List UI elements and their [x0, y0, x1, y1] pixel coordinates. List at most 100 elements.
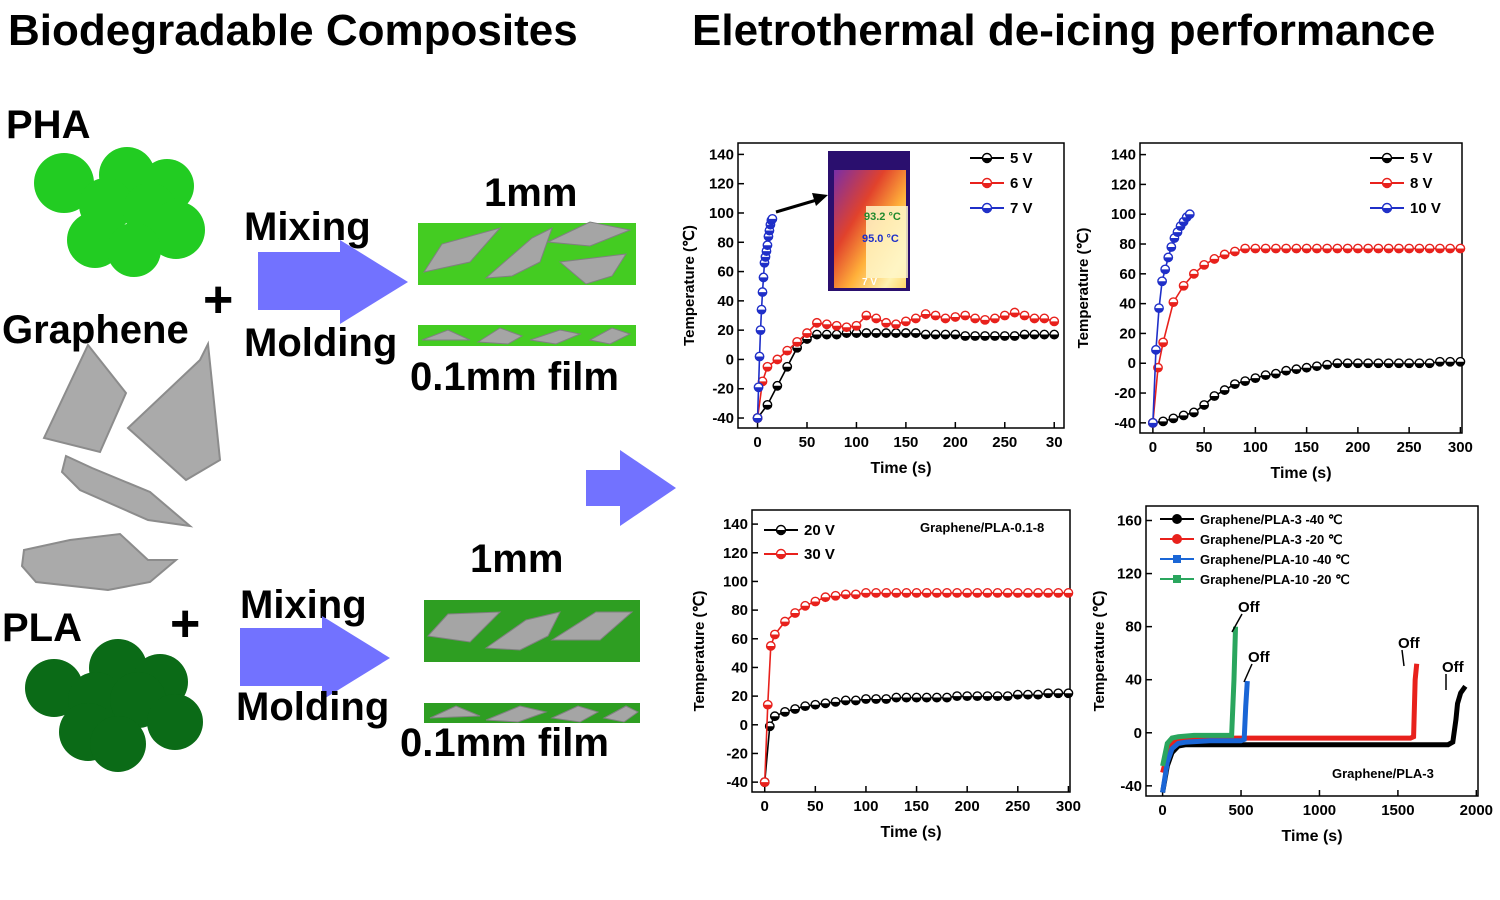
right-heading: Eletrothermal de-icing performance: [692, 6, 1435, 55]
legend-marker-fill: [777, 554, 785, 558]
y-tick-label: 140: [1111, 147, 1136, 164]
data-point-fill: [912, 592, 921, 597]
y-tick-label: 0: [1134, 725, 1142, 742]
data-point-fill: [931, 315, 940, 320]
data-point-fill: [1333, 248, 1342, 253]
y-tick-label: -40: [726, 774, 748, 791]
data-point-fill: [901, 333, 910, 338]
legend-marker: [1173, 555, 1181, 563]
left-heading: Biodegradable Composites: [8, 6, 578, 55]
data-point-fill: [892, 697, 901, 702]
y-tick-label: 120: [1117, 566, 1142, 583]
data-point-fill: [1271, 373, 1280, 378]
data-point-fill: [793, 347, 802, 352]
x-tick-label: 0: [753, 434, 761, 451]
data-point-fill: [1003, 592, 1012, 597]
off-arrow: [1401, 649, 1405, 667]
data-point-fill: [1251, 248, 1260, 253]
data-point-fill: [1050, 334, 1059, 339]
data-point-fill: [1189, 412, 1198, 417]
data-point-fill: [1333, 363, 1342, 368]
data-point-fill: [1179, 415, 1188, 420]
data-point-fill: [1030, 318, 1039, 323]
y-tick-label: 80: [731, 602, 748, 619]
data-point-fill: [882, 592, 891, 597]
data-point-fill: [892, 592, 901, 597]
data-point-fill: [1241, 248, 1250, 253]
y-tick-label: 20: [1119, 325, 1136, 342]
data-point-fill: [980, 319, 989, 324]
data-point-fill: [1230, 251, 1239, 256]
off-arrow: [1231, 613, 1243, 633]
data-point-fill: [803, 333, 812, 338]
data-point-fill: [941, 334, 950, 339]
data-point-fill: [822, 324, 831, 329]
data-point-fill: [832, 334, 841, 339]
data-point-fill: [872, 333, 881, 338]
data-point-fill: [953, 592, 962, 597]
data-point-fill: [1000, 315, 1009, 320]
y-tick-label: 140: [723, 516, 748, 533]
data-point-fill: [831, 595, 840, 600]
data-point-fill: [1435, 361, 1444, 366]
data-point-fill: [932, 697, 941, 702]
data-point-fill: [841, 700, 850, 705]
data-point-fill: [1261, 248, 1270, 253]
data-point-fill: [882, 322, 891, 327]
data-point-fill: [851, 594, 860, 599]
data-point-fill: [1425, 248, 1434, 253]
data-point-fill: [911, 318, 920, 323]
off-annotation: Off: [1442, 659, 1465, 676]
data-point-fill: [1405, 248, 1414, 253]
data-point-fill: [921, 334, 930, 339]
data-point-fill: [983, 696, 992, 701]
data-point-fill: [1200, 264, 1209, 269]
x-tick-label: 250: [992, 434, 1017, 451]
data-point-fill: [811, 601, 820, 606]
data-point-fill: [761, 256, 770, 261]
data-point-fill: [912, 697, 921, 702]
x-tick-label: 50: [807, 798, 824, 815]
legend-label: 5 V: [1410, 150, 1433, 167]
x-tick-label: 300: [1448, 439, 1473, 456]
data-point-fill: [1000, 336, 1009, 341]
legend-label: 6 V: [1010, 175, 1033, 192]
x-tick-label: 0: [1149, 439, 1157, 456]
data-point-fill: [973, 696, 982, 701]
thick-label-bottom: 1mm: [470, 537, 563, 581]
data-point-fill: [993, 696, 1002, 701]
y-tick-label: -20: [726, 745, 748, 762]
data-point-fill: [822, 334, 831, 339]
legend-label: Graphene/PLA-10 -40 ℃: [1200, 552, 1350, 567]
x-tick-label: 200: [955, 798, 980, 815]
data-point-fill: [1323, 364, 1332, 369]
data-point-fill: [851, 700, 860, 705]
data-point-fill: [1374, 363, 1383, 368]
data-point-fill: [1179, 285, 1188, 290]
data-point-fill: [861, 592, 870, 597]
data-point-fill: [765, 230, 774, 235]
data-point-fill: [1030, 334, 1039, 339]
off-annotation: Off: [1238, 599, 1261, 616]
x-tick-label: 30: [1046, 434, 1063, 451]
y-tick-label: 40: [1125, 672, 1142, 689]
data-point-fill: [951, 334, 960, 339]
data-point-fill: [1044, 592, 1053, 597]
data-point-fill: [1241, 381, 1250, 386]
pha-label: PHA: [6, 103, 90, 147]
data-point-fill: [921, 314, 930, 319]
legend-label: Graphene/PLA-10 -20 ℃: [1200, 572, 1350, 587]
data-point-fill: [1210, 258, 1219, 263]
chart-b: -40 -20 0 20 40 60 80 100 120 140 0 50 100 150 200 250 3…: [1075, 142, 1473, 482]
data-point-fill: [801, 605, 810, 610]
series-line: [756, 332, 1055, 419]
data-point-fill: [983, 592, 992, 597]
data-point-fill: [1384, 248, 1393, 253]
off-annotation: Off: [1248, 649, 1271, 666]
data-point-fill: [971, 336, 980, 341]
data-point-fill: [758, 292, 767, 297]
data-point-fill: [1312, 366, 1321, 371]
data-point-fill: [763, 366, 772, 371]
data-point-fill: [953, 696, 962, 701]
data-point-fill: [872, 318, 881, 323]
